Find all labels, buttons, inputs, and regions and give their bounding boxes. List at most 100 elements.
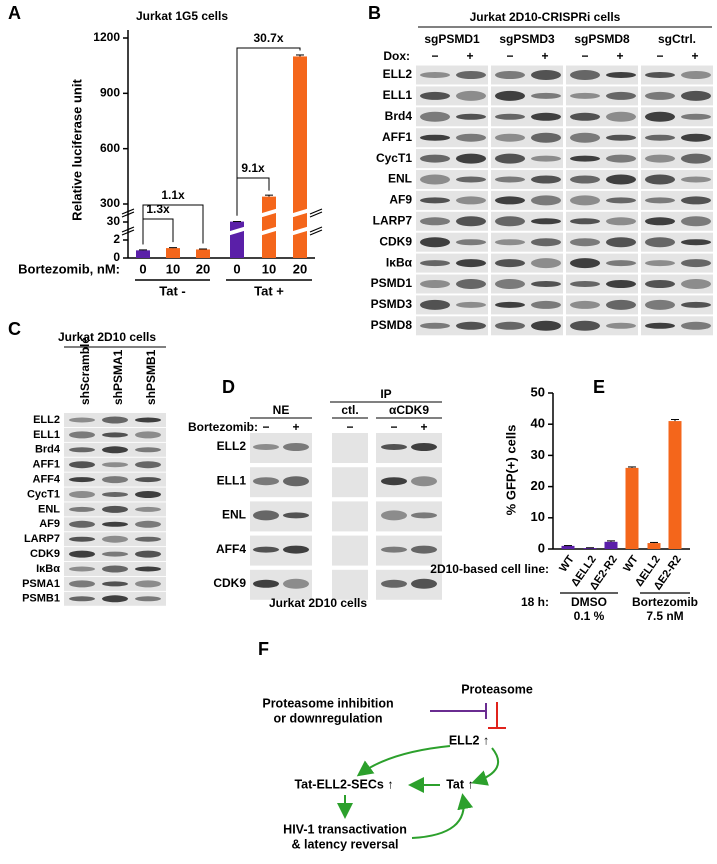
row-label: ELL2 <box>217 439 247 453</box>
blot-strip <box>641 316 713 336</box>
blot-band <box>253 477 279 486</box>
blot-band <box>283 578 309 589</box>
blot-strip <box>641 274 713 294</box>
blot-band <box>531 300 561 309</box>
blot-band <box>135 580 161 588</box>
blot-band <box>570 132 600 143</box>
row-label: AFF4 <box>33 474 61 486</box>
blot-band <box>381 477 407 486</box>
blot-band <box>69 431 95 439</box>
row-label: PSMD8 <box>371 318 413 332</box>
caption: Jurkat 2D10 cells <box>269 596 367 610</box>
blot-strip <box>332 467 368 498</box>
y-tick-label: 0 <box>538 540 545 555</box>
blot-strip <box>566 190 638 210</box>
y-axis-label: Relative luciferase unit <box>69 79 84 221</box>
blot-band <box>681 133 711 142</box>
y-axis-label: % GFP(+) cells <box>503 425 518 516</box>
blot-band <box>420 322 450 329</box>
blot-strip <box>416 65 488 85</box>
diagram-node: Proteasome inhibition <box>262 696 393 710</box>
axis-break <box>289 226 311 236</box>
lane-label: shScramble <box>78 337 92 405</box>
x-tick-label: 0 <box>233 261 240 276</box>
row-label: AFF4 <box>216 542 246 556</box>
blot-band <box>456 90 486 101</box>
group-label: sgCtrl. <box>658 32 696 46</box>
blot-band <box>381 579 407 588</box>
blot-band <box>102 462 128 468</box>
y-tick-label: 40 <box>531 416 545 431</box>
blot-band <box>645 322 675 329</box>
blot-band <box>411 443 437 451</box>
group-label: sgPSMD3 <box>499 32 555 46</box>
blot-band <box>411 512 437 519</box>
blot-band <box>645 72 675 78</box>
x-tick-label: 0 <box>139 261 146 276</box>
blot-band <box>570 218 600 225</box>
blot-band <box>102 476 128 484</box>
row-label: AFF1 <box>382 130 412 144</box>
blot-band <box>681 239 711 246</box>
blot-title: Jurkat 2D10-CRISPRi cells <box>470 10 621 24</box>
row-label: ELL1 <box>33 429 60 441</box>
arrow <box>471 747 500 786</box>
row-label: PSMA1 <box>22 578 60 590</box>
blot-band <box>420 280 450 288</box>
y-tick-label: 10 <box>531 509 545 524</box>
blot-band <box>570 281 600 287</box>
y-tick-label: 30 <box>531 447 545 462</box>
axis-break <box>258 208 280 218</box>
blot-strip <box>332 501 368 532</box>
diagram-node: & latency reversal <box>291 837 398 851</box>
panel-letter: A <box>8 3 21 23</box>
blot-band <box>102 505 128 513</box>
blot-band <box>381 510 407 521</box>
blot-band <box>420 217 450 226</box>
blot-band <box>69 550 95 558</box>
y-tick-label: 30 <box>107 214 121 228</box>
blot-band <box>135 566 161 572</box>
blot-band <box>456 279 486 289</box>
blot-band <box>102 535 128 543</box>
blot-strip <box>416 170 488 189</box>
annotation: 1.3x <box>146 202 170 216</box>
blot-band <box>69 477 95 483</box>
blot-band <box>135 491 161 498</box>
diagram-node: or downregulation <box>273 711 382 725</box>
blot-band <box>606 299 636 310</box>
lane-label: − <box>390 420 397 434</box>
blot-band <box>456 216 486 227</box>
diagram-node: Tat ↑ <box>446 777 474 791</box>
blot-band <box>606 72 636 78</box>
group-label: 0.1 % <box>574 609 605 623</box>
blot-band <box>495 259 525 268</box>
bar <box>196 249 210 258</box>
blot-band <box>681 113 711 120</box>
blot-band <box>420 134 450 141</box>
blot-band <box>606 111 636 122</box>
blot-band <box>135 417 161 423</box>
x-tick-label: 10 <box>262 261 276 276</box>
blot-band <box>681 321 711 330</box>
blot-band <box>645 280 675 288</box>
annotation: 9.1x <box>241 161 265 175</box>
blot-band <box>570 258 600 269</box>
panel-letter: C <box>8 319 21 339</box>
time-label: 18 h: <box>521 595 549 609</box>
row-label: LARP7 <box>24 533 60 545</box>
lane-label: shPSMA1 <box>111 349 125 405</box>
axis-break <box>226 226 248 236</box>
blot-band <box>283 443 309 451</box>
row-label: ENL <box>388 172 412 186</box>
blot-band <box>253 510 279 521</box>
bar <box>262 196 276 258</box>
blot-band <box>570 195 600 206</box>
row-label: PSMD3 <box>371 297 413 311</box>
row-label: PSMB1 <box>22 593 60 605</box>
blot-strip <box>566 149 638 169</box>
bar <box>561 545 575 549</box>
blot-band <box>420 174 450 185</box>
y-tick-label: 20 <box>531 478 545 493</box>
